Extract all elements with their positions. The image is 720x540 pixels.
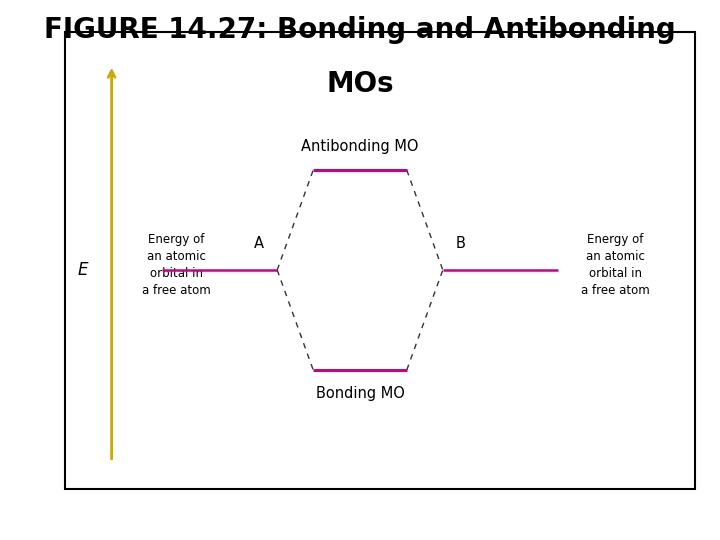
Text: B: B — [456, 236, 466, 251]
Text: A: A — [254, 236, 264, 251]
Text: FIGURE 14.27: Bonding and Antibonding: FIGURE 14.27: Bonding and Antibonding — [44, 16, 676, 44]
Text: E: E — [78, 261, 88, 279]
Text: Antibonding MO: Antibonding MO — [301, 139, 419, 154]
Bar — [65, 32, 695, 489]
Text: MOs: MOs — [326, 70, 394, 98]
Text: Bonding MO: Bonding MO — [315, 386, 405, 401]
Text: Energy of
an atomic
orbital in
a free atom: Energy of an atomic orbital in a free at… — [142, 233, 211, 296]
Text: Energy of
an atomic
orbital in
a free atom: Energy of an atomic orbital in a free at… — [581, 233, 650, 296]
